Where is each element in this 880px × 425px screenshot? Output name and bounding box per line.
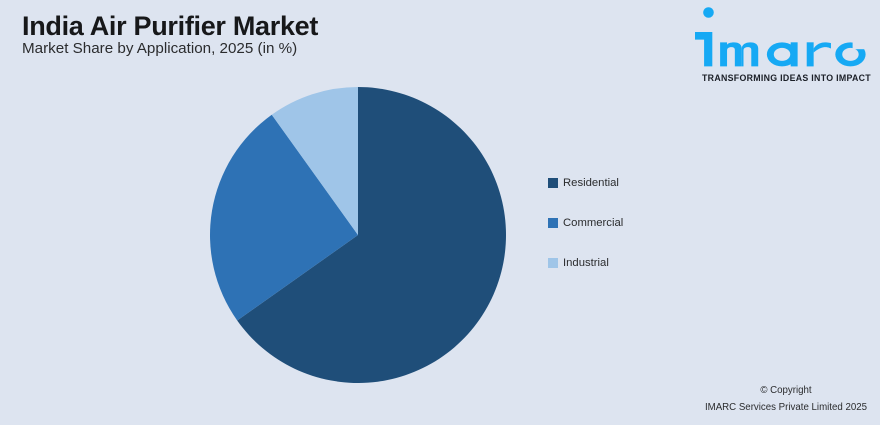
svg-text:TRANSFORMING IDEAS INTO IMPACT: TRANSFORMING IDEAS INTO IMPACT	[702, 73, 871, 83]
